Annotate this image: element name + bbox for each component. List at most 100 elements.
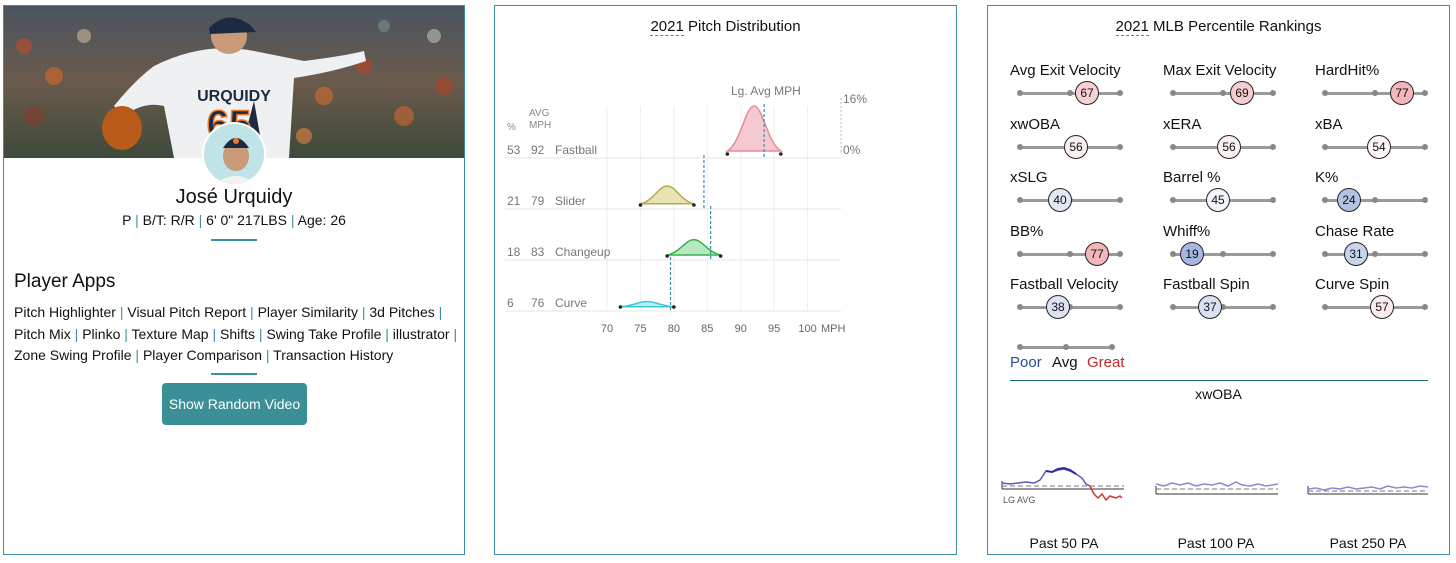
percentile-bubble[interactable]: 45	[1206, 188, 1230, 212]
pitch-distribution-panel: 2021 Pitch Distribution % AVG MPH Lg. Av…	[494, 5, 957, 555]
player-apps-heading: Player Apps	[14, 271, 116, 292]
percentile-bubble[interactable]: 77	[1390, 81, 1414, 105]
track-dot	[1220, 90, 1226, 96]
track-dot	[1322, 304, 1328, 310]
legend-great: Great	[1087, 354, 1125, 371]
pitch-density-curve	[667, 238, 721, 256]
stat-label: Fastball Velocity	[1010, 276, 1119, 293]
player-apps-list: Pitch Highlighter | Visual Pitch Report …	[14, 302, 459, 367]
stat-label: Avg Exit Velocity	[1010, 62, 1121, 79]
col-pct-header: %	[507, 122, 516, 133]
track-dot	[1372, 250, 1378, 257]
show-random-video-button[interactable]: Show Random Video	[162, 383, 307, 425]
track-dot	[1372, 197, 1378, 203]
x-tick-label: 70	[601, 323, 613, 335]
app-link[interactable]: Plinko	[82, 325, 121, 342]
xwoba-trend-charts: LG AVG	[1001, 466, 1429, 505]
percentile-stat: xwOBA 56	[1010, 116, 1150, 166]
app-link[interactable]: Swing Take Profile	[266, 325, 382, 342]
pitch-density-curve	[640, 185, 695, 205]
pitch-name: Curve	[555, 296, 587, 310]
percentile-bubble[interactable]: 56	[1064, 134, 1088, 159]
app-link[interactable]: Zone Swing Profile	[14, 347, 132, 363]
player-position: P	[122, 212, 132, 228]
track-dot	[1422, 90, 1428, 96]
app-link[interactable]: Transaction History	[273, 347, 394, 363]
percentile-bubble[interactable]: 67	[1075, 81, 1099, 105]
percentile-bubble[interactable]: 54	[1367, 134, 1391, 159]
percentile-stat: Fastball Velocity 38	[1010, 276, 1150, 326]
percentile-stat: xSLG 40	[1010, 169, 1150, 219]
divider	[211, 239, 257, 241]
app-separator: |	[357, 304, 370, 320]
app-link[interactable]: Pitch Highlighter	[14, 304, 116, 320]
stat-label: xBA	[1315, 115, 1343, 133]
percentile-bubble[interactable]: 69	[1230, 81, 1254, 105]
app-link[interactable]: Texture Map	[131, 325, 209, 342]
app-link[interactable]: Player Comparison	[142, 347, 262, 363]
track-dot	[1220, 250, 1226, 257]
x-tick-label: 85	[701, 323, 713, 335]
pitch-avg-mph: 76	[531, 296, 545, 310]
track-dot	[1270, 250, 1276, 257]
percentile-bubble[interactable]: 19	[1180, 241, 1204, 266]
track-dot	[1270, 304, 1276, 310]
player-bats-throws: B/T: R/R	[142, 212, 195, 228]
track-dot	[1220, 304, 1226, 310]
app-link[interactable]: Visual Pitch Report	[127, 304, 247, 320]
pitch-row-fastball: 53 92 Fastball	[505, 104, 841, 159]
percentile-bubble[interactable]: 77	[1085, 241, 1109, 266]
window-label-100: Past 100 PA	[1177, 535, 1255, 551]
col-avg-header: AVG	[529, 108, 550, 119]
percentile-bubble[interactable]: 40	[1048, 188, 1072, 212]
app-link[interactable]: Player Similarity	[257, 304, 358, 320]
track-dot	[1270, 143, 1276, 150]
window-label-250: Past 250 PA	[1329, 535, 1407, 551]
track-dot	[1067, 304, 1073, 310]
lg-avg-trend-label: LG AVG	[1003, 495, 1035, 505]
app-link[interactable]: Pitch Mix	[14, 325, 71, 342]
col-mph-header: MPH	[529, 120, 551, 131]
title-text: Pitch Distribution	[683, 18, 801, 35]
stat-label: Curve Spin	[1315, 276, 1390, 293]
x-tick-label: 100	[798, 323, 816, 335]
track-dot	[1422, 250, 1428, 257]
app-separator: |	[381, 325, 393, 342]
track-dot	[1270, 197, 1276, 203]
percentile-stat: Max Exit Velocity 69	[1163, 62, 1303, 112]
track-dot	[1017, 197, 1023, 203]
percentile-bubble[interactable]: 57	[1370, 295, 1394, 319]
pitch-avg-mph: 92	[531, 143, 545, 157]
track-dot	[1372, 90, 1378, 96]
percentile-bubble[interactable]: 31	[1344, 241, 1368, 266]
xwoba-chart-100	[1155, 481, 1279, 495]
percentile-bubble[interactable]: 56	[1217, 134, 1241, 159]
pitch-name: Slider	[555, 194, 586, 208]
percentile-bubble[interactable]: 38	[1046, 295, 1070, 319]
app-separator: |	[115, 304, 128, 320]
app-link[interactable]: 3d Pitches	[369, 304, 435, 320]
percentile-bubble[interactable]: 37	[1198, 295, 1222, 319]
x-unit-label: MPH	[821, 323, 846, 335]
divider	[1010, 380, 1428, 381]
title-year: 2021	[1115, 18, 1149, 36]
player-panel: URQUIDY 65 José Urquidy P | B/T: R/R | 6…	[3, 5, 465, 555]
app-link[interactable]: illustrator	[392, 325, 450, 342]
track-dot	[1170, 90, 1176, 96]
pitch-row-curve: 6 76 Curve	[505, 257, 841, 312]
player-size: 6' 0" 217LBS	[206, 212, 287, 228]
legend-avg: Avg	[1052, 354, 1078, 371]
x-tick-label: 75	[634, 323, 646, 335]
track-dot	[1322, 250, 1328, 257]
percentile-bubble[interactable]: 24	[1337, 188, 1361, 212]
track-dot	[1117, 197, 1123, 203]
track-dot	[1322, 90, 1328, 96]
x-tick-label: 95	[768, 323, 780, 335]
track-dot	[1422, 143, 1428, 150]
pitch-density-curve	[724, 105, 784, 152]
legend-poor: Poor	[1010, 354, 1042, 371]
track-dot	[1017, 90, 1023, 96]
divider	[211, 373, 257, 375]
track-dot	[1170, 143, 1176, 150]
app-link[interactable]: Shifts	[220, 325, 256, 342]
